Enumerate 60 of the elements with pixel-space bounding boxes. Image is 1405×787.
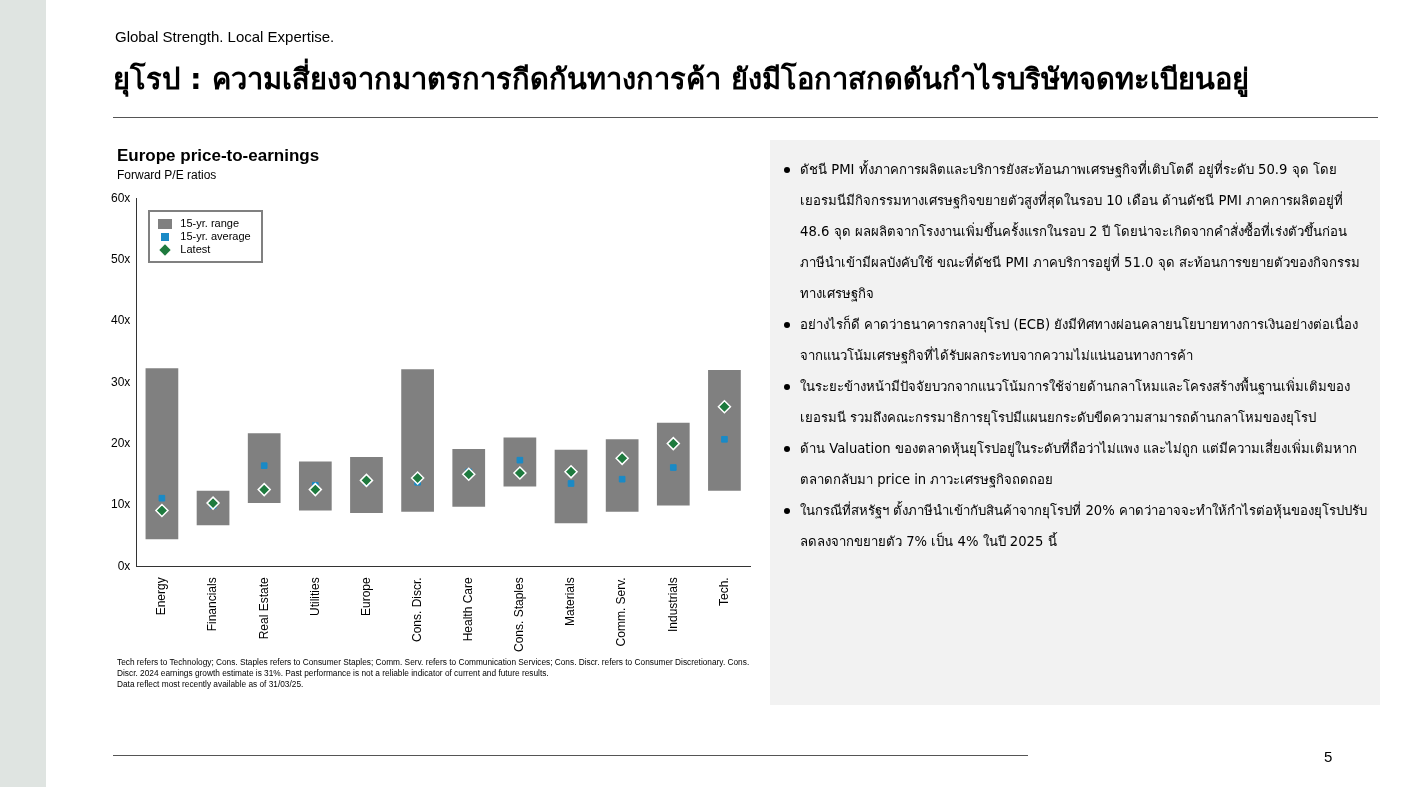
x-tick-label: Real Estate [256,576,271,640]
y-tick-label: 50x [110,251,131,266]
x-tick-label: Tech. [716,577,731,606]
bar [708,369,741,491]
point [721,435,728,443]
point [260,462,268,470]
point [615,451,629,466]
bar [350,457,383,513]
x-tick-label: Materials [563,577,578,626]
text: Global Strength. Local Expertise. [115,28,335,45]
y-tick-label: 10x [110,497,131,512]
point [155,503,169,518]
x-tick-label: Financials [205,577,220,632]
point [717,400,732,414]
point [516,456,524,464]
y-tick-label: 0x [117,558,131,573]
point [567,480,575,487]
point [618,475,626,483]
point [564,465,578,479]
x-tick-label: Cons. Discr. [409,577,424,642]
x-tick-label: Europe [358,576,373,616]
y-tick-label: 40x [110,313,131,328]
y-tick-label: 20x [110,435,131,450]
bar [554,449,588,524]
bar [298,461,332,511]
text: ในกรณีที่สหรัฐฯ ตั้งภาษีนำเข้ากับสินค้าจากยุโรปที่ 20% คาดว่าอาจจะทำให้กำไรต่อหุ้นของยุโรปปรับลดลงจากขยายตัว 7% เป็น 4% ในปี 2025 นี้ [800,503,1367,549]
x-tick-label: Industrials [665,577,680,632]
text: ยุโรป : ความเสี่ยงจากมาตรการกีดกันทางการค้า ยังมีโอกาสกดดันกำไรบริษัทจดทะเบียนอยู่ [113,57,1249,99]
point [158,494,166,502]
bar [656,422,690,506]
legend-label: 15-yr. range [180,217,240,231]
point [669,464,677,471]
text: ด้าน Valuation ของตลาดหุ้นยุโรปอยู่ในระดับที่ถือว่าไม่แพง และไม่ถูก แต่มีความเสี่ยงเพิ่มเติมหากตลาดกลับมา price in ภาวะเศรษฐกิจถดถอย [800,441,1358,487]
point [666,436,681,451]
bar [605,439,639,512]
point [513,466,527,480]
x-tick-label: Utilities [307,577,322,616]
x-tick-label: Cons. Staples [512,577,527,653]
bar [452,449,486,507]
legend-label: Latest [180,243,211,257]
text: ในระยะข้างหน้ามีปัจจัยบวกจากแนวโน้มการใช้จ่ายด้านกลาโหมและโครงสร้างพื้นฐานเพิ่มเติมของเยอรมนี รวมถึงคณะกรรมาธิการยุโรปมีแผนยกระดับขีดความสามารถด้านกลาโหมของยุโรป [800,379,1350,425]
bar [247,433,281,504]
chart-subtitle: Forward P/E ratios [117,168,217,182]
bar [503,437,537,487]
text: ดัชนี PMI ทั้งภาคการผลิตและบริการยังสะท้อนภาพเศรษฐกิจที่เติบโตดี อยู่ที่ระดับ 50.9 จุด โดยเยอรมนีมีกิจกรรมทางเศรษฐกิจขยายตัวสูงที่สุดในรอบ 10 เดือน ด้านดัชนี PMI ภาคการผลิตอยู่ที่ 48.6 จุด ผลผลิตจากโรงงานเพิ่มขึ้นครั้งแรกในรอบ 2 ปี โดยน่าจะเกิดจากคำสั่งซื้อที่เร่งตัวขึ้นก่อนภาษีนำเข้ามีผลบังคับใช้ ขณะที่ดัชนี PMI ภาคบริการอยู่ที่ 51.0 จุด สะท้อนการขยายตัวของกิจกรรมทางเศรษฐกิจ [800,162,1360,301]
point [410,471,425,485]
text: 5 [1324,748,1333,765]
y-tick-label: 60x [110,190,131,205]
x-tick-label: Energy [154,577,169,616]
x-tick-label: Health Care [461,576,476,642]
text: Data reflect most recently available as of 31/03/25. [117,679,305,690]
x-tick-label: Comm. Serv. [614,577,629,647]
bar [401,369,434,512]
text: Tech refers to Technology; Cons. Staples refers to Consumer Staples; Comm. Serv. refers to Communication Services; Cons. Discr. refers to Consumer Discretionary. Cons. Discr. 2024 earnings growth estimate is 31%. Past performance is not a reliable indicator of current and future results. [117,657,751,679]
chart-title: Europe price-to-earnings [117,146,320,166]
point [257,482,271,497]
text: อย่างไรก็ดี คาดว่าธนาคารกลางยุโรป (ECB) ยังมีทิศทางผ่อนคลายนโยบายทางการเงินอย่างต่อเนื่อง จากแนวโน้มเศรษฐกิจที่ได้รับผลกระทบจากความไม่แน่นอนทางการค้า [800,317,1359,363]
y-tick-label: 30x [110,374,131,389]
bar [145,368,179,540]
legend-label: 15-yr. average [180,230,251,244]
